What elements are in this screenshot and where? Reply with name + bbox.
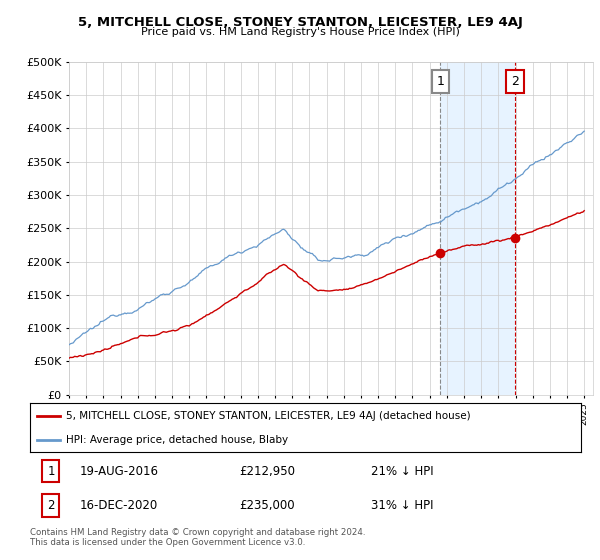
Text: 31% ↓ HPI: 31% ↓ HPI (371, 499, 434, 512)
Text: 5, MITCHELL CLOSE, STONEY STANTON, LEICESTER, LE9 4AJ: 5, MITCHELL CLOSE, STONEY STANTON, LEICE… (77, 16, 523, 29)
Text: 2: 2 (47, 499, 55, 512)
Text: 16-DEC-2020: 16-DEC-2020 (80, 499, 158, 512)
Text: £235,000: £235,000 (239, 499, 295, 512)
Text: 19-AUG-2016: 19-AUG-2016 (80, 465, 158, 478)
Bar (440, 62, 515, 395)
Text: 1: 1 (47, 465, 55, 478)
Text: Contains HM Land Registry data © Crown copyright and database right 2024.
This d: Contains HM Land Registry data © Crown c… (30, 528, 365, 547)
Text: 5, MITCHELL CLOSE, STONEY STANTON, LEICESTER, LE9 4AJ (detached house): 5, MITCHELL CLOSE, STONEY STANTON, LEICE… (66, 411, 470, 421)
Text: 1: 1 (437, 75, 445, 88)
Text: HPI: Average price, detached house, Blaby: HPI: Average price, detached house, Blab… (66, 435, 288, 445)
Text: 2: 2 (511, 75, 519, 88)
Text: 21% ↓ HPI: 21% ↓ HPI (371, 465, 434, 478)
Text: £212,950: £212,950 (239, 465, 295, 478)
Text: Price paid vs. HM Land Registry's House Price Index (HPI): Price paid vs. HM Land Registry's House … (140, 27, 460, 37)
